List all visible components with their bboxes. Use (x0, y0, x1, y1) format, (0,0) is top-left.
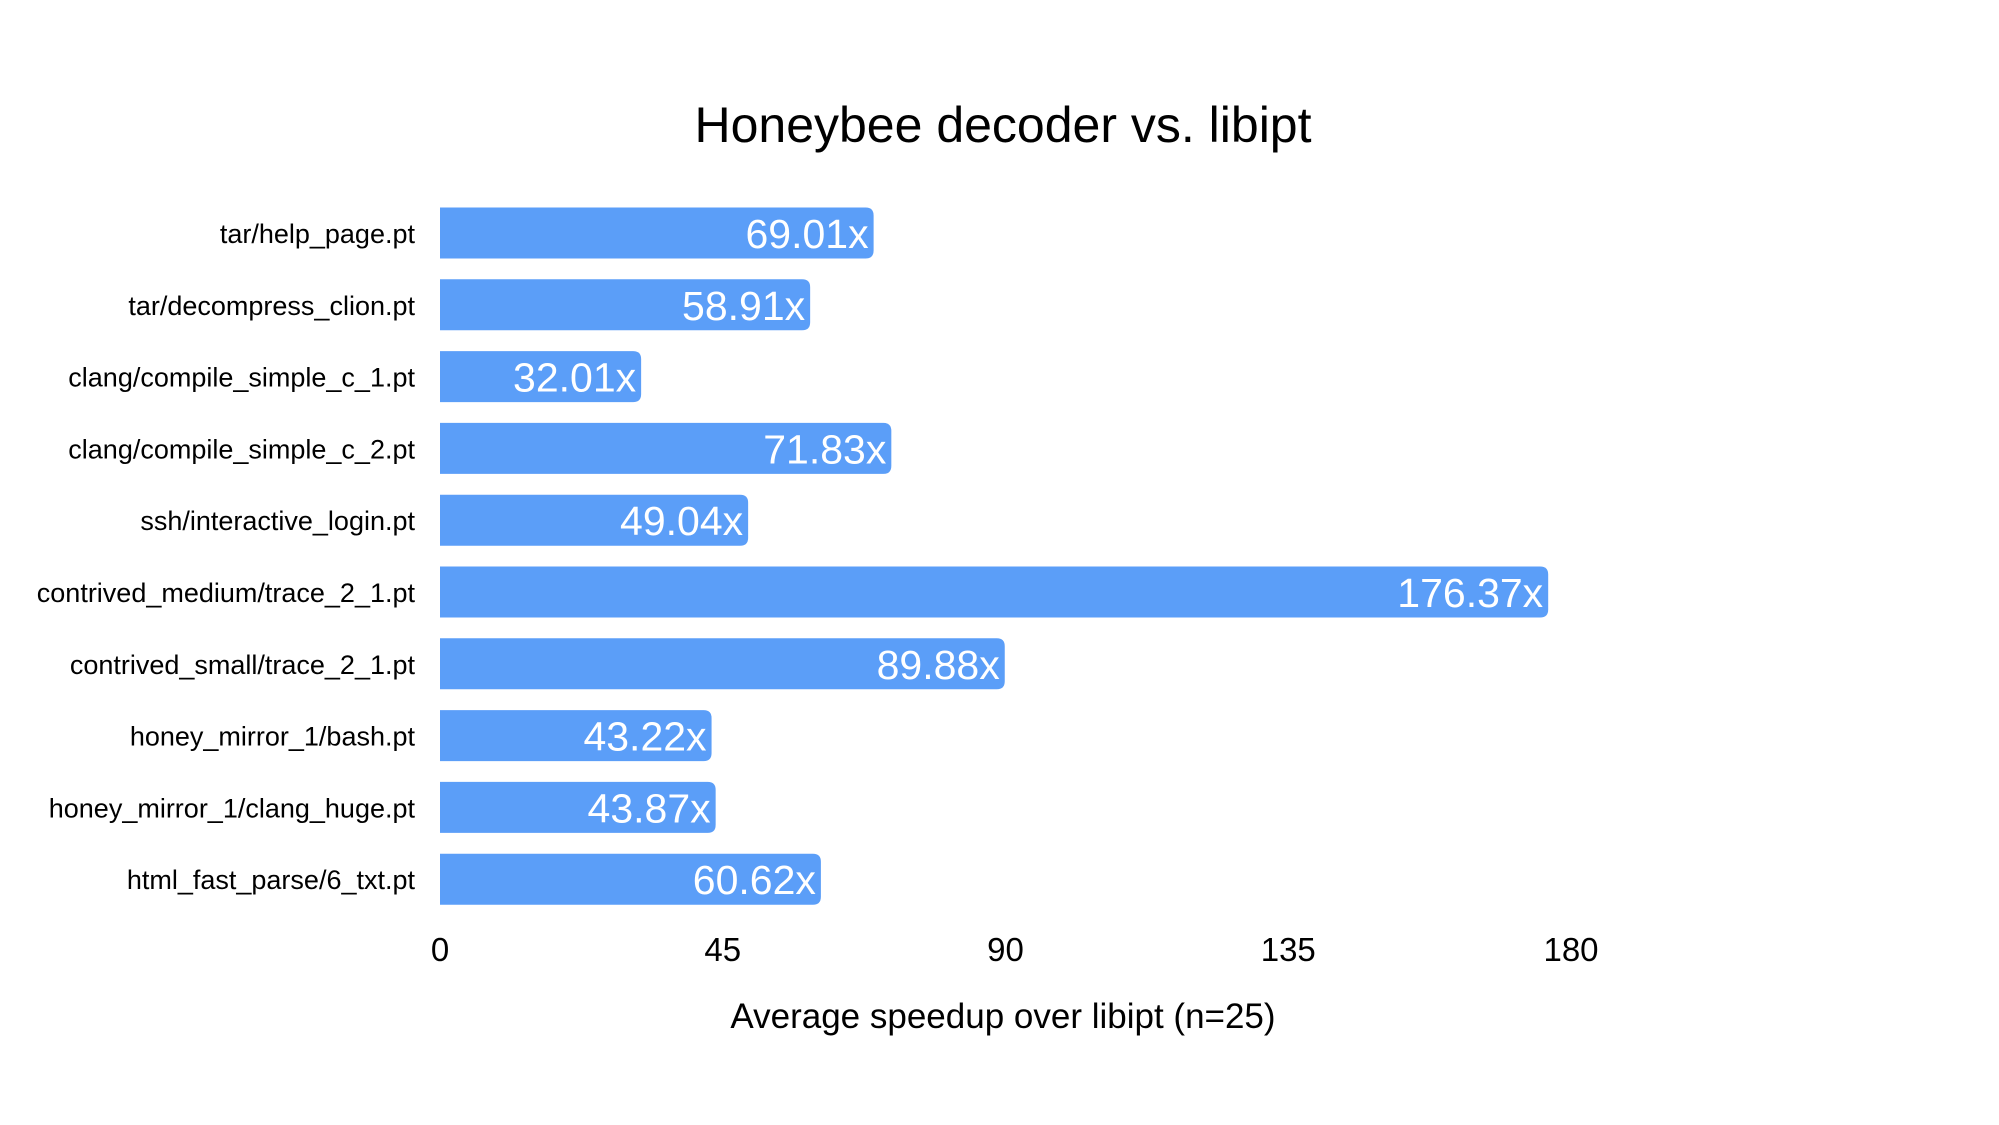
bar (440, 494, 749, 546)
x-axis-label: Average speedup over libipt (n=25) (730, 997, 1275, 1036)
bar (440, 351, 642, 403)
bar-value-label: 43.87x (588, 785, 712, 831)
bar-value-label: 49.04x (620, 498, 744, 544)
category-label: tar/help_page.pt (220, 219, 416, 249)
bar-value-label: 89.88x (877, 642, 1001, 688)
x-tick-label: 0 (431, 931, 449, 968)
category-label: honey_mirror_1/bash.pt (130, 722, 416, 752)
bar (440, 853, 821, 905)
category-label: clang/compile_simple_c_1.pt (68, 363, 415, 393)
bar-value-label: 43.22x (583, 714, 707, 760)
x-tick-label: 180 (1543, 931, 1598, 968)
category-label: contrived_small/trace_2_1.pt (70, 650, 416, 680)
bar-value-label: 32.01x (513, 355, 637, 401)
x-tick-label: 135 (1261, 931, 1316, 968)
category-label: ssh/interactive_login.pt (140, 506, 415, 536)
category-label: contrived_medium/trace_2_1.pt (37, 578, 416, 608)
x-axis-ticks: 0 45 90 135 180 (431, 931, 1599, 968)
bar (440, 638, 1005, 690)
bar-value-label: 60.62x (693, 857, 817, 903)
bar-value-label: 71.83x (763, 426, 887, 472)
bars-layer: tar/help_page.pt 69.01x tar/decompress_cli… (37, 207, 1549, 905)
category-label: html_fast_parse/6_txt.pt (127, 865, 416, 895)
bar-value-label: 69.01x (746, 211, 870, 257)
bar (440, 207, 874, 259)
bar (440, 279, 811, 331)
category-label: honey_mirror_1/clang_huge.pt (49, 793, 416, 823)
x-tick-label: 45 (704, 931, 741, 968)
category-label: clang/compile_simple_c_2.pt (68, 434, 415, 464)
bar (440, 710, 712, 762)
bar (440, 566, 1549, 618)
category-label: tar/decompress_clion.pt (128, 291, 415, 321)
bar-value-label: 176.37x (1397, 570, 1543, 616)
bar (440, 781, 716, 833)
bar-value-label: 58.91x (682, 283, 806, 329)
chart-title: Honeybee decoder vs. libipt (694, 97, 1311, 153)
x-tick-label: 90 (987, 931, 1024, 968)
bar (440, 422, 892, 474)
